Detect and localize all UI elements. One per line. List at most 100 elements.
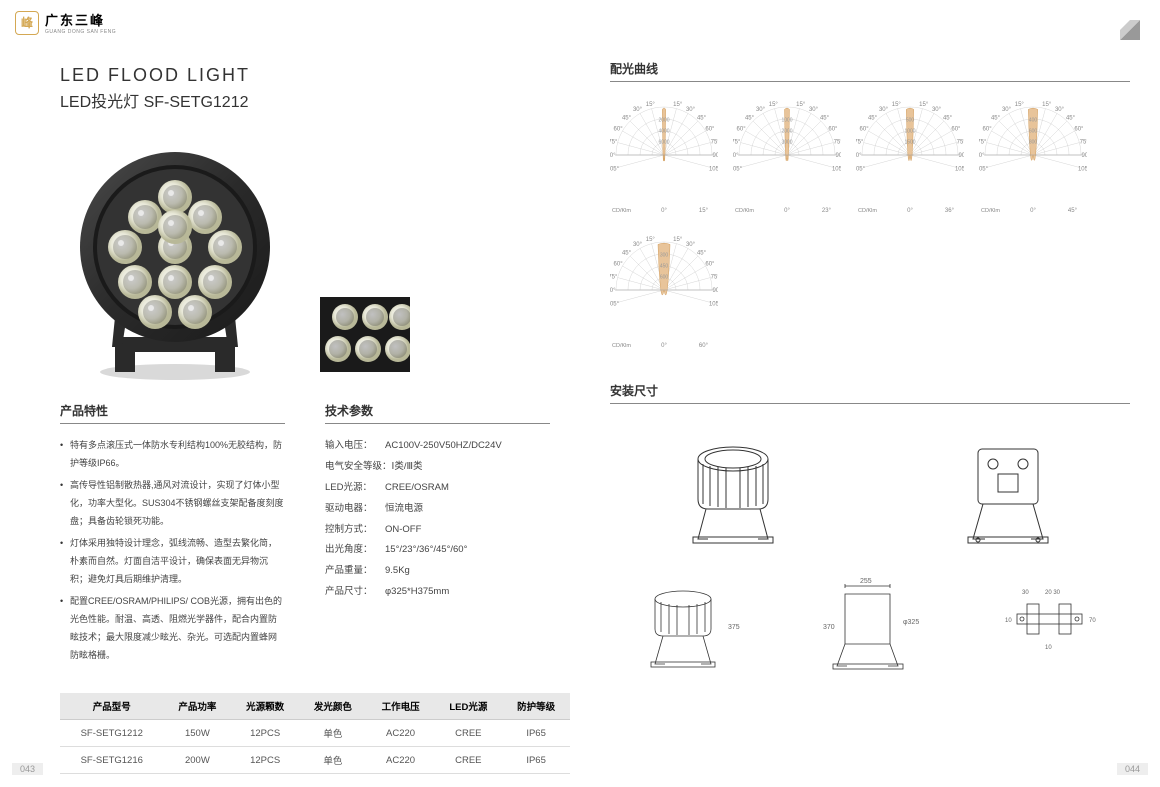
- table-header: 防护等级: [502, 693, 570, 720]
- svg-text:370: 370: [823, 624, 835, 631]
- svg-text:90°: 90°: [979, 153, 985, 159]
- page-number-right: 044: [1117, 763, 1148, 775]
- spec-row: 产品尺寸：φ325*H375mm: [325, 582, 550, 603]
- polar-chart-45°: 105°105°90°90°75°75°60°60°45°45°30°30°15…: [979, 97, 1087, 217]
- svg-text:15°: 15°: [673, 237, 683, 243]
- svg-text:75°: 75°: [979, 139, 987, 145]
- svg-text:36°: 36°: [945, 208, 955, 214]
- svg-text:90°: 90°: [1081, 153, 1087, 159]
- svg-text:0°: 0°: [784, 208, 790, 214]
- svg-text:45°: 45°: [820, 116, 830, 122]
- table-header: 产品功率: [164, 693, 232, 720]
- svg-text:45°: 45°: [622, 251, 632, 257]
- svg-text:90°: 90°: [712, 153, 718, 159]
- svg-text:15°: 15°: [673, 102, 683, 108]
- svg-text:φ325: φ325: [903, 619, 919, 626]
- polar-chart-15°: 105°105°90°90°75°75°60°60°45°45°30°30°15…: [610, 97, 718, 217]
- svg-text:2000: 2000: [658, 117, 669, 123]
- svg-text:45°: 45°: [697, 251, 707, 257]
- svg-text:75°: 75°: [834, 139, 841, 145]
- svg-text:90°: 90°: [958, 153, 964, 159]
- svg-text:15°: 15°: [919, 102, 929, 108]
- table-header: 发光颜色: [299, 693, 367, 720]
- specs-header: 技术参数: [325, 402, 550, 424]
- svg-text:4000: 4000: [658, 128, 669, 134]
- svg-text:105°: 105°: [709, 302, 718, 308]
- svg-text:60°: 60°: [699, 343, 709, 349]
- svg-text:1500: 1500: [904, 139, 915, 145]
- svg-text:75°: 75°: [856, 139, 864, 145]
- svg-text:30°: 30°: [686, 107, 696, 113]
- title-english: LED FLOOD LIGHT: [60, 65, 550, 86]
- svg-text:30°: 30°: [633, 107, 643, 113]
- svg-text:45°: 45°: [868, 116, 878, 122]
- svg-text:60°: 60°: [737, 127, 747, 133]
- svg-text:60°: 60°: [614, 262, 624, 268]
- svg-text:90°: 90°: [835, 153, 841, 159]
- feature-item: 特有多点滚压式一体防水专利结构100%无胶结构，防护等级IP66。: [60, 436, 285, 472]
- polar-charts-grid: 105°105°90°90°75°75°60°60°45°45°30°30°15…: [610, 97, 1130, 352]
- svg-text:105°: 105°: [1078, 167, 1087, 173]
- feature-item: 灯体采用独特设计理念，弧线流畅、造型去繁化简，朴素而自然。灯面自洁平设计，确保表…: [60, 534, 285, 588]
- svg-text:CD/Klm: CD/Klm: [612, 208, 631, 214]
- table-header: 光源颗数: [231, 693, 299, 720]
- svg-text:15°: 15°: [796, 102, 806, 108]
- svg-text:15°: 15°: [892, 102, 902, 108]
- spec-row: 输入电压：AC100V-250V50HZ/DC24V: [325, 436, 550, 457]
- svg-text:60°: 60°: [614, 127, 624, 133]
- svg-text:1000: 1000: [781, 117, 792, 123]
- table-row: SF-SETG1212150W12PCS单色AC220CREEIP65: [60, 720, 570, 747]
- svg-text:255: 255: [860, 578, 872, 585]
- table-header: LED光源: [434, 693, 502, 720]
- svg-text:15°: 15°: [699, 208, 709, 214]
- svg-text:0°: 0°: [907, 208, 913, 214]
- svg-text:75°: 75°: [610, 274, 618, 280]
- svg-text:105°: 105°: [832, 167, 841, 173]
- svg-text:60°: 60°: [951, 127, 961, 133]
- svg-text:90°: 90°: [610, 288, 616, 294]
- dim-front-view: [668, 424, 798, 554]
- feature-item: 高传导性铝制散热器,通风对流设计，实现了灯体小型化，功率大型化。SUS304不锈…: [60, 476, 285, 530]
- svg-text:75°: 75°: [1080, 139, 1087, 145]
- svg-text:105°: 105°: [955, 167, 964, 173]
- svg-text:60°: 60°: [983, 127, 993, 133]
- features-header: 产品特性: [60, 402, 285, 424]
- svg-text:105°: 105°: [733, 167, 743, 173]
- svg-text:15°: 15°: [1042, 102, 1052, 108]
- svg-text:500: 500: [906, 117, 915, 123]
- polar-chart-36°: 105°105°90°90°75°75°60°60°45°45°30°30°15…: [856, 97, 964, 217]
- logo-text-en: GUANG DONG SAN FENG: [45, 29, 116, 35]
- svg-text:90°: 90°: [610, 153, 616, 159]
- svg-text:15°: 15°: [1015, 102, 1025, 108]
- spec-row: 电气安全等级：Ⅰ类/Ⅲ类: [325, 457, 550, 478]
- product-title: LED FLOOD LIGHT LED投光灯 SF-SETG1212: [60, 65, 550, 112]
- svg-text:30°: 30°: [879, 107, 889, 113]
- table-row: SF-SETG1216200W12PCS单色AC220CREEIP65: [60, 747, 570, 774]
- svg-text:105°: 105°: [709, 167, 718, 173]
- polar-header: 配光曲线: [610, 60, 1130, 82]
- features-list: 特有多点滚压式一体防水专利结构100%无胶结构，防护等级IP66。高传导性铝制散…: [60, 436, 285, 664]
- svg-text:45°: 45°: [697, 116, 707, 122]
- svg-text:45°: 45°: [745, 116, 755, 122]
- svg-text:CD/Klm: CD/Klm: [612, 343, 631, 349]
- svg-text:0°: 0°: [661, 208, 667, 214]
- svg-text:30°: 30°: [809, 107, 819, 113]
- svg-text:450: 450: [660, 263, 669, 269]
- dim-side-1: 375: [633, 574, 743, 684]
- logo-icon: 峰: [15, 11, 39, 35]
- spec-row: 驱动电器：恒流电源: [325, 499, 550, 520]
- dimension-drawings: [610, 424, 1130, 554]
- svg-text:375: 375: [728, 624, 740, 631]
- svg-text:105°: 105°: [610, 167, 620, 173]
- svg-text:30°: 30°: [756, 107, 766, 113]
- svg-text:30°: 30°: [686, 242, 696, 248]
- svg-text:105°: 105°: [979, 167, 989, 173]
- svg-text:75°: 75°: [610, 139, 618, 145]
- svg-text:60°: 60°: [705, 127, 715, 133]
- svg-text:60°: 60°: [1074, 127, 1084, 133]
- svg-text:105°: 105°: [856, 167, 866, 173]
- spec-row: 产品重量：9.5Kg: [325, 561, 550, 582]
- svg-text:90°: 90°: [733, 153, 739, 159]
- svg-text:90°: 90°: [712, 288, 718, 294]
- svg-text:30°: 30°: [932, 107, 942, 113]
